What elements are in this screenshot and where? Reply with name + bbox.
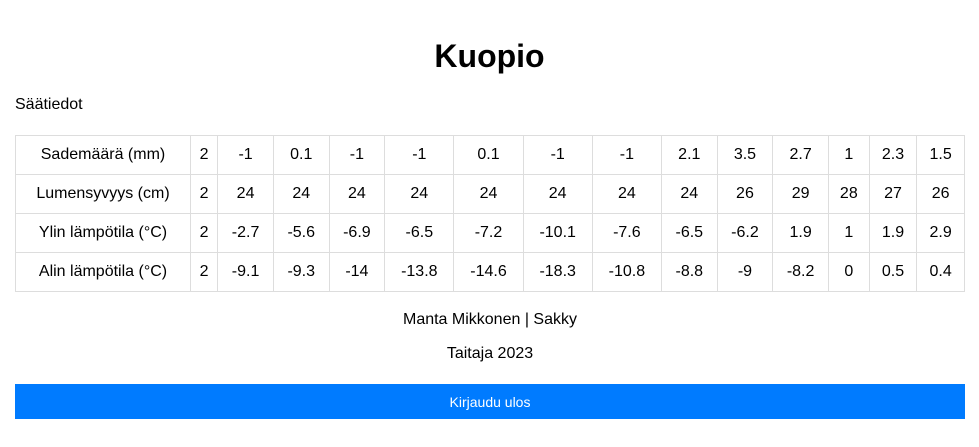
table-cell: -13.8 <box>384 252 455 292</box>
table-cell: 24 <box>328 174 386 214</box>
table-cell: 0.1 <box>272 135 330 175</box>
table-cell: 28 <box>827 174 870 214</box>
table-cell: 3.5 <box>716 135 774 175</box>
table-cell: -1 <box>522 135 593 175</box>
table-cell: -1 <box>384 135 455 175</box>
table-cell: 2.7 <box>772 135 829 175</box>
table-cell: 24 <box>660 174 718 214</box>
table-cell: 24 <box>522 174 593 214</box>
table-cell: -1 <box>217 135 274 175</box>
table-cell: -8.8 <box>660 252 718 292</box>
table-cell: 27 <box>868 174 918 214</box>
table-cell: 0 <box>827 252 870 292</box>
table-row: Ylin lämpötila (°C) 2 -2.7 -5.6 -6.9 -6.5 -7.2… <box>15 213 965 253</box>
table-row: Sademäärä (mm) 2 -1 0.1 -1 -1 0.1 -1 -1 2.1 3.5 2.7… <box>15 135 965 175</box>
table-cell: 24 <box>453 174 524 214</box>
table-cell: 2.1 <box>660 135 718 175</box>
table-cell: -1 <box>328 135 386 175</box>
footer-event: Taitaja 2023 <box>446 345 534 362</box>
table-cell: -14.6 <box>453 252 524 292</box>
table-cell: 0.1 <box>453 135 524 175</box>
table-cell: -7.6 <box>591 213 662 253</box>
table-cell: 2 <box>189 174 219 214</box>
table-cell: 2 <box>189 252 219 292</box>
weather-table: Sademäärä (mm) 2 -1 0.1 -1 -1 0.1 -1 -1 2.1 3.5 2.7… <box>15 135 965 292</box>
table-cell: 2 <box>189 135 219 175</box>
table-cell: 1.9 <box>868 213 918 253</box>
row-label: Sademäärä (mm) <box>15 135 191 175</box>
table-cell: -6.2 <box>716 213 774 253</box>
table-row: Lumensyvyys (cm) 2 24 24 24 24 24 24 24 24 26 29 28 2… <box>15 174 965 214</box>
table-cell: -5.6 <box>272 213 330 253</box>
table-cell: 24 <box>384 174 455 214</box>
table-cell: -6.5 <box>384 213 455 253</box>
row-label: Alin lämpötila (°C) <box>15 252 191 292</box>
table-cell: 2.3 <box>868 135 918 175</box>
section-subtitle: Säätiedot <box>15 96 83 113</box>
table-cell: 0.5 <box>868 252 918 292</box>
table-cell: -7.2 <box>453 213 524 253</box>
table-cell: 1 <box>827 213 870 253</box>
table-cell: 1 <box>827 135 870 175</box>
table-cell: 24 <box>272 174 330 214</box>
table-cell: 1.9 <box>772 213 829 253</box>
weather-table-body: Sademäärä (mm) 2 -1 0.1 -1 -1 0.1 -1 -1 2.1 3.5 2.7… <box>15 135 965 292</box>
table-cell: -1 <box>591 135 662 175</box>
table-cell: 0.4 <box>916 252 965 292</box>
row-label: Lumensyvyys (cm) <box>15 174 191 214</box>
table-cell: -6.5 <box>660 213 718 253</box>
table-cell: -6.9 <box>328 213 386 253</box>
table-cell: -9 <box>716 252 774 292</box>
table-cell: 1.5 <box>916 135 965 175</box>
row-label: Ylin lämpötila (°C) <box>15 213 191 253</box>
table-cell: -18.3 <box>522 252 593 292</box>
footer-author: Manta Mikkonen | Sakky <box>402 311 577 328</box>
table-cell: -9.1 <box>217 252 274 292</box>
table-cell: 26 <box>716 174 774 214</box>
table-cell: 29 <box>772 174 829 214</box>
table-cell: -8.2 <box>772 252 829 292</box>
table-cell: 24 <box>591 174 662 214</box>
table-cell: -2.7 <box>217 213 274 253</box>
table-row: Alin lämpötila (°C) 2 -9.1 -9.3 -14 -13.8 -14.… <box>15 252 965 292</box>
table-cell: 24 <box>217 174 274 214</box>
table-cell: -10.1 <box>522 213 593 253</box>
table-cell: 26 <box>916 174 965 214</box>
table-cell: -14 <box>328 252 386 292</box>
table-cell: -9.3 <box>272 252 330 292</box>
table-cell: -10.8 <box>591 252 662 292</box>
logout-button[interactable]: Kirjaudu ulos <box>15 384 965 419</box>
page-title: Kuopio <box>434 38 545 74</box>
table-cell: 2 <box>189 213 219 253</box>
table-cell: 2.9 <box>916 213 965 253</box>
